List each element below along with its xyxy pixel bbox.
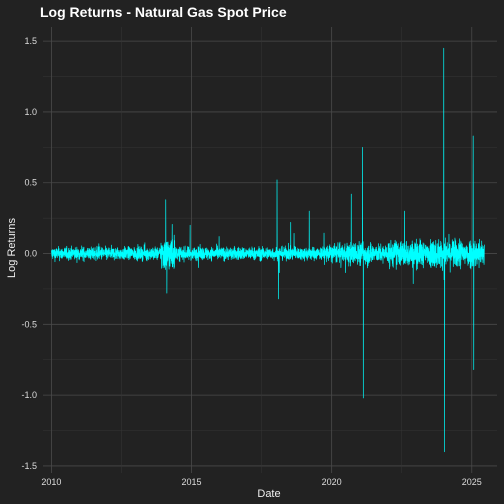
x-tick-label: 2020	[322, 477, 342, 487]
y-tick-label: 0.0	[24, 249, 37, 259]
chart-title: Log Returns - Natural Gas Spot Price	[40, 4, 287, 20]
y-axis: -1.5 -1.0 -0.5 0.0 0.5 1.0 1.5	[21, 36, 37, 471]
x-tick-label: 2015	[182, 477, 202, 487]
x-tick-label: 2010	[41, 477, 61, 487]
x-tick-label: 2025	[462, 477, 482, 487]
series-line	[51, 47, 485, 453]
y-axis-title: Log Returns	[6, 218, 18, 278]
y-tick-label: 1.0	[24, 107, 37, 117]
x-axis: 2010 2015 2020 2025	[41, 477, 481, 487]
series-layer	[51, 47, 485, 453]
y-tick-label: 1.5	[24, 36, 37, 46]
y-tick-label: -1.5	[21, 461, 37, 471]
x-axis-title: Date	[257, 488, 280, 500]
y-tick-label: -0.5	[21, 319, 37, 329]
y-tick-label: -1.0	[21, 390, 37, 400]
y-tick-label: 0.5	[24, 178, 37, 188]
